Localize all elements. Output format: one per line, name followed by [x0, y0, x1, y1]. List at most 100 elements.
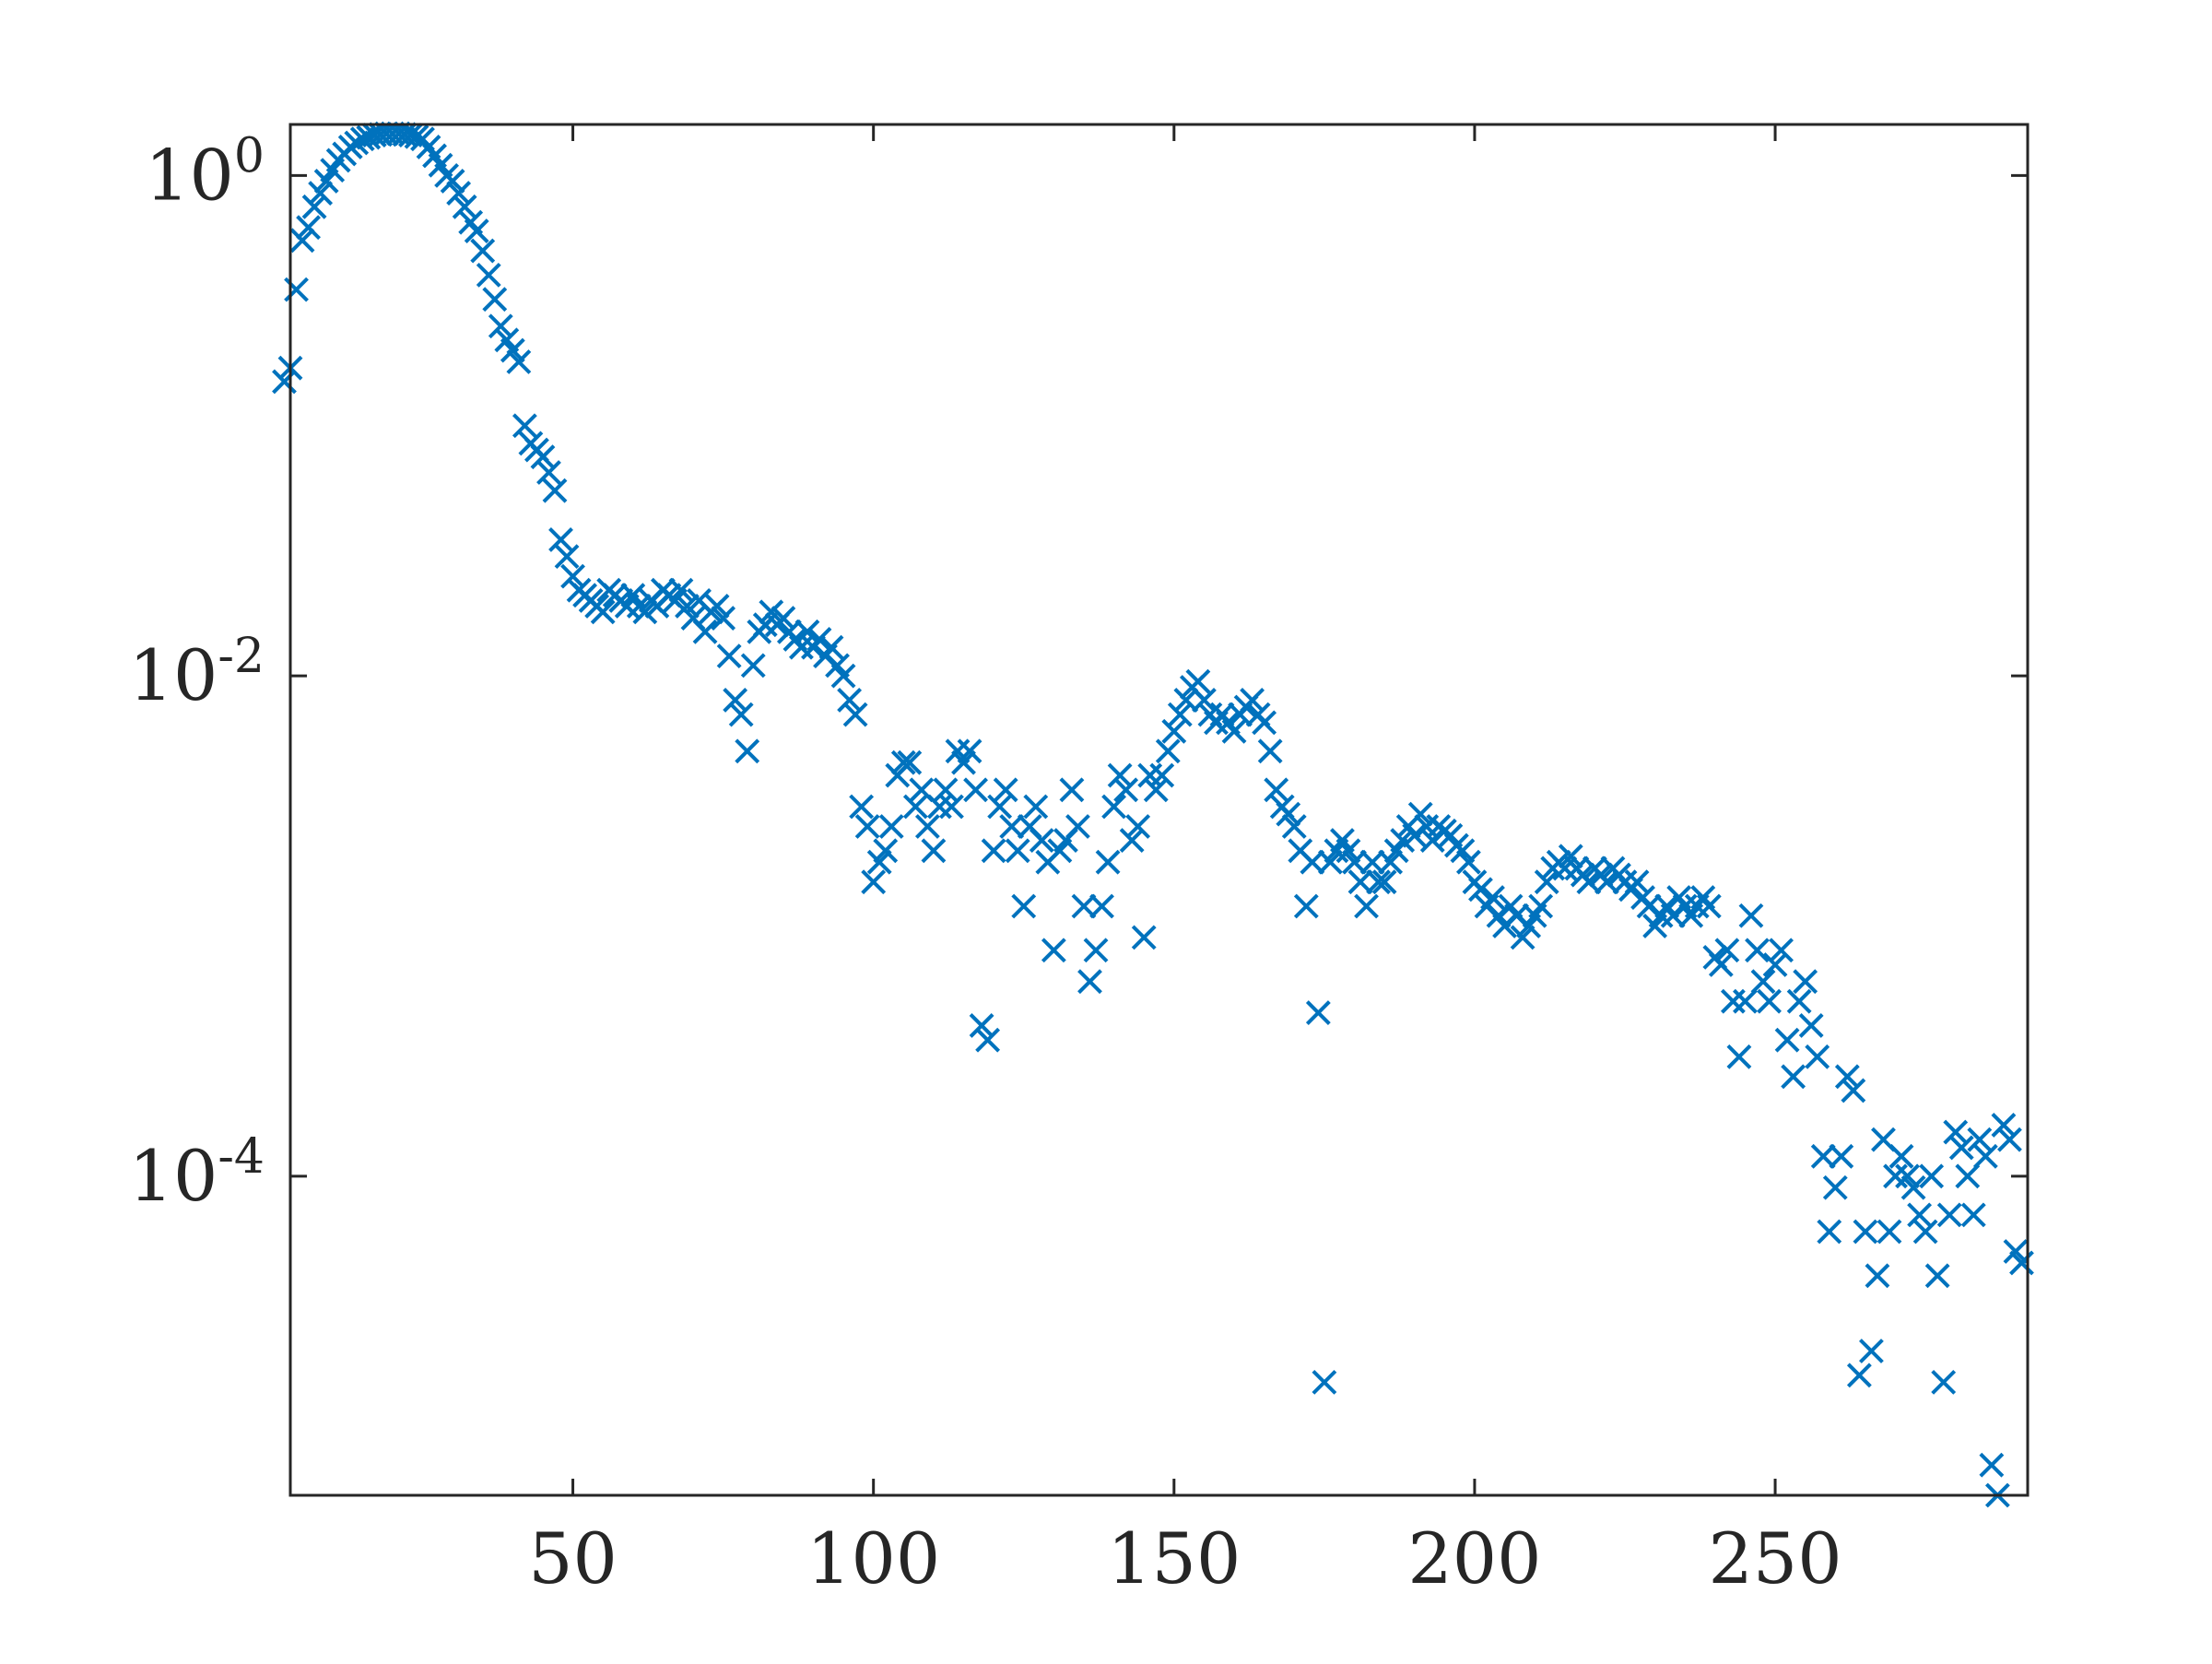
data-point-marker — [590, 599, 616, 625]
data-point-marker — [301, 194, 327, 219]
data-point-marker — [1786, 988, 1812, 1014]
data-point-marker — [1366, 869, 1391, 895]
data-point-marker — [1696, 893, 1722, 919]
data-point-marker — [1960, 1202, 1986, 1228]
data-point-marker — [1281, 814, 1307, 839]
data-point-marker — [861, 869, 887, 895]
data-point-marker — [921, 838, 947, 864]
data-point-marker — [308, 181, 334, 206]
data-point-marker — [1510, 925, 1535, 950]
data-point-marker — [969, 1013, 994, 1038]
data-point-marker — [1624, 869, 1650, 895]
data-point-marker — [1948, 1135, 1974, 1161]
data-point-marker — [488, 313, 513, 339]
data-point-marker — [506, 349, 532, 374]
data-point-marker — [482, 287, 508, 313]
data-point-marker — [1750, 969, 1776, 995]
data-point-marker — [1936, 1202, 1962, 1228]
data-point-marker — [1841, 1078, 1866, 1103]
data-point-marker — [554, 544, 580, 570]
data-point-marker — [446, 181, 472, 206]
data-point-marker — [1125, 814, 1151, 839]
data-point-marker — [1089, 893, 1114, 919]
data-point-marker — [1029, 828, 1054, 853]
data-points — [272, 121, 2034, 1508]
data-point-marker — [914, 814, 940, 839]
data-point-marker — [1335, 838, 1361, 864]
data-point-marker — [1137, 762, 1163, 788]
data-point-marker — [542, 478, 568, 503]
data-point-marker — [740, 653, 766, 679]
data-point-marker — [933, 777, 959, 803]
data-point-marker — [1101, 794, 1126, 820]
data-point-marker — [752, 612, 778, 638]
data-point-marker — [536, 460, 561, 485]
data-point-marker — [1859, 1339, 1884, 1363]
data-point-marker — [1167, 702, 1193, 727]
data-point-marker — [1293, 893, 1319, 919]
data-point-marker — [1846, 1363, 1872, 1388]
data-point-marker — [1023, 794, 1049, 820]
data-point-marker — [1402, 822, 1428, 848]
axis-ticks — [290, 124, 2028, 1495]
data-point-marker — [1955, 1163, 1981, 1189]
data-point-marker — [1155, 738, 1181, 764]
data-point-marker — [1257, 738, 1283, 764]
data-point-marker — [1708, 952, 1734, 977]
x-tick-label: 100 — [806, 1517, 940, 1599]
data-point-marker — [1455, 849, 1481, 875]
data-point-marker — [1450, 838, 1476, 864]
data-point-marker — [548, 527, 573, 552]
data-point-marker — [1252, 710, 1277, 736]
data-point-marker — [735, 738, 760, 764]
data-point-marker — [897, 749, 923, 775]
data-point-marker — [1077, 969, 1102, 995]
data-point-marker — [1726, 1044, 1752, 1069]
data-point-marker — [939, 794, 964, 820]
data-point-marker — [1347, 869, 1373, 895]
data-point-marker — [1107, 762, 1133, 788]
data-point-marker — [759, 599, 784, 625]
data-point-marker — [1888, 1143, 1914, 1169]
data-point-marker — [1798, 1013, 1824, 1038]
data-point-marker — [1317, 849, 1343, 875]
data-point-marker — [1762, 952, 1788, 977]
data-point-marker — [902, 794, 928, 820]
data-point-marker — [296, 215, 321, 241]
data-point-marker — [849, 794, 875, 820]
data-point-marker — [1359, 849, 1385, 875]
x-tick-label: 150 — [1107, 1517, 1241, 1599]
data-point-marker — [771, 606, 796, 631]
data-point-marker — [1414, 814, 1440, 839]
data-point-marker — [1853, 1219, 1878, 1245]
tick-labels: 50 100 150 200 250 100 10-2 10-4 — [129, 128, 1842, 1599]
data-point-marker — [1342, 849, 1367, 875]
data-point-marker — [1113, 777, 1139, 803]
data-point-marker — [1774, 1027, 1800, 1053]
data-point-marker — [794, 619, 820, 644]
data-point-marker — [1131, 925, 1157, 950]
data-point-marker — [945, 738, 971, 764]
data-point-marker — [464, 218, 489, 244]
data-point-marker — [1865, 1263, 1890, 1289]
data-point-marker — [999, 814, 1025, 839]
data-point-marker — [981, 838, 1006, 864]
data-point-marker — [716, 643, 742, 669]
data-point-marker — [668, 577, 694, 603]
data-point-marker — [1769, 938, 1794, 963]
data-point-marker — [806, 627, 832, 652]
data-point-marker — [1720, 988, 1746, 1014]
data-point-marker — [1810, 1143, 1836, 1169]
data-point-marker — [470, 238, 496, 264]
data-point-marker — [1041, 938, 1066, 963]
data-point-marker — [2003, 1239, 2029, 1264]
data-point-marker — [500, 337, 525, 363]
data-point-marker — [1276, 801, 1301, 827]
data-point-marker — [1468, 877, 1493, 903]
data-point-marker — [1919, 1163, 1945, 1189]
data-point-marker — [704, 594, 730, 619]
data-point-marker — [1817, 1219, 1842, 1245]
data-point-marker — [878, 814, 904, 839]
data-point-marker — [1161, 718, 1187, 744]
